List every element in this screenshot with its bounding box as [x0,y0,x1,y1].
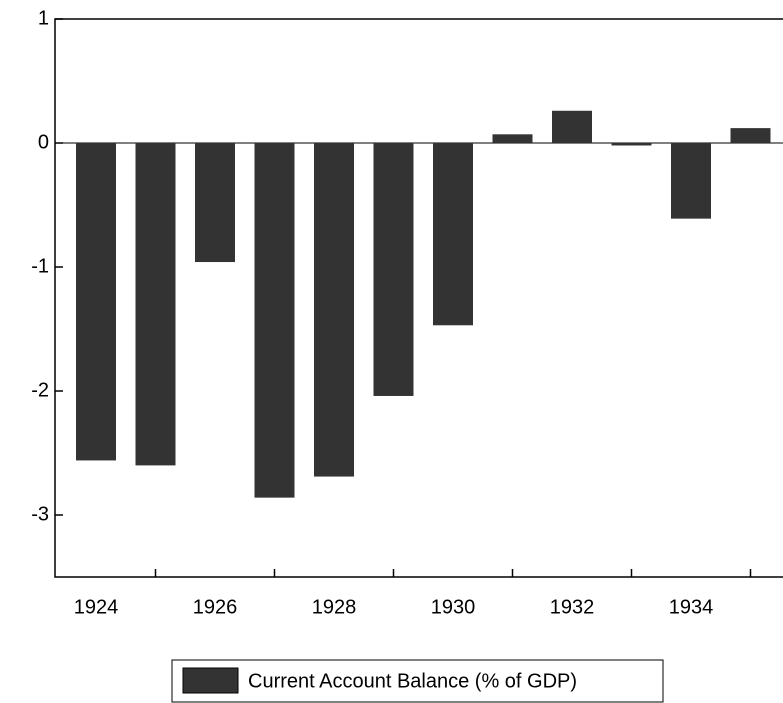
bar [135,143,176,466]
y-tick-label: 1 [38,7,49,29]
bar [552,110,592,143]
bar [373,143,414,396]
x-tick-label: 1926 [193,596,238,618]
y-tick-label: -1 [31,255,49,277]
bar [76,143,116,461]
x-tick-label: 1934 [669,596,714,618]
bar [730,128,771,143]
bar [195,143,235,263]
bar [492,134,533,143]
bar [314,143,354,477]
x-tick-label: 1928 [312,596,357,618]
y-tick-label: -2 [31,379,49,401]
legend-box [171,659,664,703]
y-tick-label: -3 [31,503,49,525]
y-tick-label: 0 [38,131,49,153]
bar [611,143,652,146]
bar [254,143,295,498]
legend-label: Current Account Balance (% of GDP) [248,670,577,692]
x-tick-label: 1930 [431,596,476,618]
bar [671,143,711,219]
legend-swatch [182,667,239,694]
plot-frame [54,18,783,578]
x-tick-label: 1932 [550,596,595,618]
bar [433,143,473,326]
x-tick-label: 1924 [74,596,119,618]
